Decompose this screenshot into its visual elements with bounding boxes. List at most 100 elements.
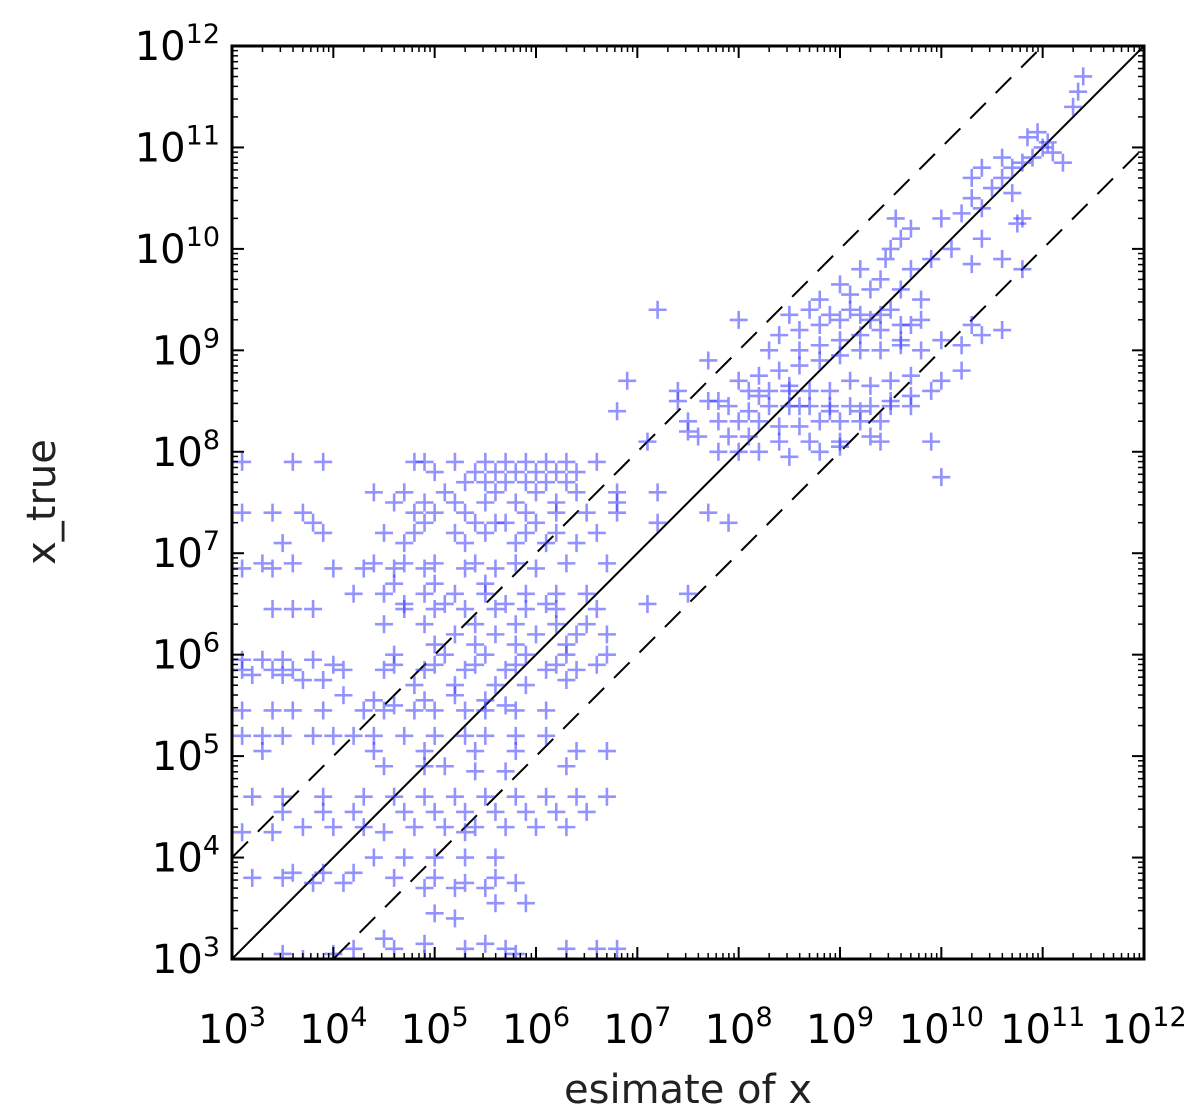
data-point bbox=[972, 199, 991, 218]
data-point bbox=[547, 600, 566, 619]
data-point bbox=[375, 615, 393, 634]
data-point bbox=[983, 179, 1001, 198]
data-point bbox=[253, 742, 272, 761]
data-point bbox=[516, 676, 535, 695]
data-point bbox=[415, 757, 434, 776]
data-point bbox=[283, 863, 302, 882]
x-tick-label: 104 bbox=[299, 1002, 367, 1053]
data-point bbox=[283, 600, 302, 619]
data-point bbox=[547, 615, 566, 634]
data-point bbox=[922, 250, 941, 269]
data-point bbox=[527, 513, 545, 532]
data-point bbox=[648, 513, 667, 532]
data-point bbox=[547, 655, 566, 674]
data-point bbox=[344, 863, 363, 882]
data-point bbox=[435, 483, 454, 502]
data-point bbox=[972, 229, 991, 248]
data-point bbox=[516, 600, 535, 619]
reference-line-dashed bbox=[232, 46, 1045, 859]
data-point bbox=[456, 534, 475, 553]
data-point bbox=[557, 818, 576, 837]
data-point bbox=[476, 934, 495, 953]
data-point bbox=[770, 361, 789, 380]
data-point bbox=[314, 452, 333, 471]
data-point bbox=[932, 331, 951, 350]
data-point bbox=[263, 701, 282, 720]
data-point bbox=[375, 660, 393, 679]
data-point bbox=[425, 904, 444, 923]
data-point bbox=[587, 523, 606, 542]
data-point bbox=[445, 878, 464, 897]
data-point bbox=[415, 660, 434, 679]
data-point bbox=[749, 442, 768, 461]
data-point bbox=[364, 848, 383, 867]
data-point bbox=[233, 503, 252, 522]
data-point bbox=[851, 305, 870, 324]
data-point bbox=[547, 463, 566, 482]
data-point bbox=[263, 503, 282, 522]
data-point bbox=[901, 260, 920, 279]
data-point bbox=[810, 336, 829, 355]
data-point bbox=[425, 701, 444, 720]
data-point bbox=[486, 483, 505, 502]
data-point bbox=[810, 412, 829, 431]
data-point bbox=[881, 239, 900, 258]
data-point bbox=[314, 787, 333, 806]
data-point bbox=[851, 402, 870, 421]
data-point bbox=[405, 523, 424, 542]
data-point bbox=[876, 250, 895, 269]
data-point bbox=[263, 559, 282, 578]
data-point bbox=[993, 148, 1012, 167]
data-point bbox=[375, 701, 393, 720]
y-tick-label: 105 bbox=[152, 729, 220, 780]
y-axis-label: x_true bbox=[19, 439, 65, 565]
data-point bbox=[506, 615, 525, 634]
data-point bbox=[608, 493, 627, 512]
data-point bbox=[364, 742, 383, 761]
data-point bbox=[699, 351, 718, 370]
data-point bbox=[516, 584, 535, 603]
data-point bbox=[820, 402, 839, 421]
data-point bbox=[638, 594, 657, 613]
data-point bbox=[820, 381, 839, 400]
data-point bbox=[841, 397, 860, 416]
data-point bbox=[415, 493, 434, 512]
data-point bbox=[537, 594, 556, 613]
data-point bbox=[425, 574, 444, 593]
data-point bbox=[608, 402, 627, 421]
data-point bbox=[405, 818, 424, 837]
data-point bbox=[364, 691, 383, 710]
data-point bbox=[901, 366, 920, 385]
data-point bbox=[506, 635, 525, 654]
x-tick-label: 108 bbox=[705, 1002, 773, 1053]
data-point bbox=[567, 534, 586, 553]
data-point bbox=[861, 376, 880, 395]
data-point bbox=[476, 452, 495, 471]
data-point bbox=[1028, 123, 1047, 142]
data-point bbox=[567, 660, 586, 679]
x-axis-label: esimate of x bbox=[564, 1067, 812, 1113]
data-point bbox=[557, 452, 576, 471]
data-point bbox=[466, 615, 485, 634]
data-point bbox=[871, 305, 890, 324]
data-point bbox=[456, 660, 475, 679]
data-point bbox=[283, 701, 302, 720]
x-tick-label: 103 bbox=[198, 1002, 266, 1053]
data-point bbox=[770, 432, 789, 451]
data-point bbox=[476, 691, 495, 710]
data-point bbox=[861, 310, 880, 329]
data-point bbox=[790, 341, 809, 360]
data-point bbox=[344, 939, 363, 958]
data-point bbox=[587, 452, 606, 471]
data-point bbox=[304, 513, 323, 532]
data-point bbox=[679, 584, 697, 603]
data-point bbox=[456, 701, 475, 720]
data-point bbox=[780, 447, 799, 466]
reference-line-identity bbox=[232, 46, 1144, 959]
y-tick-label: 106 bbox=[152, 628, 220, 679]
data-point bbox=[415, 934, 434, 953]
data-point bbox=[790, 397, 809, 416]
data-point bbox=[770, 326, 789, 345]
data-point bbox=[993, 168, 1012, 187]
data-point bbox=[516, 473, 535, 492]
